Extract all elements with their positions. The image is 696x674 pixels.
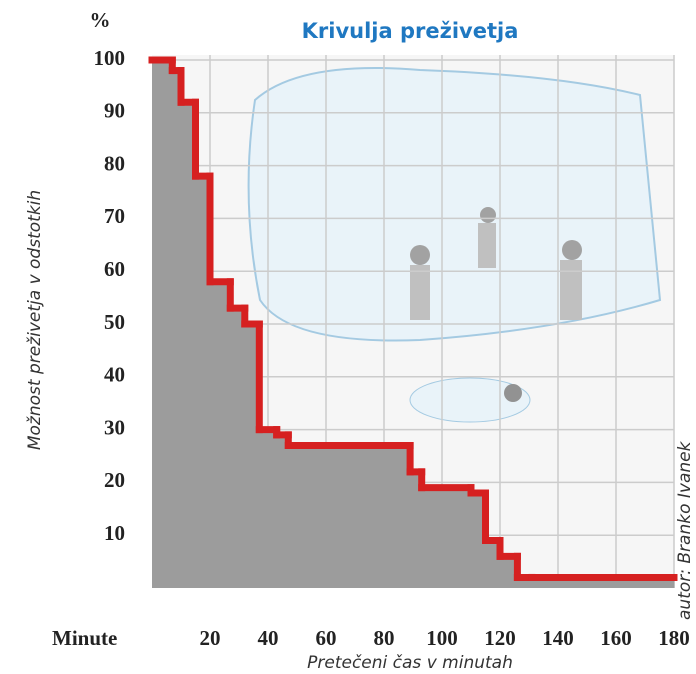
y-tick-label: 20 bbox=[104, 468, 125, 492]
x-tick-label: 100 bbox=[426, 626, 458, 650]
area-step bbox=[230, 308, 245, 588]
y-tick-label: 90 bbox=[104, 99, 125, 123]
y-tick-label: 30 bbox=[104, 415, 125, 439]
chart-title: Krivulja preživetja bbox=[302, 19, 519, 43]
x-tick-label: 60 bbox=[316, 626, 337, 650]
area-step bbox=[259, 430, 277, 588]
y-tick-label: 60 bbox=[104, 257, 125, 281]
y-tick-label: 70 bbox=[104, 204, 125, 228]
y-axis-label: Možnost preživetja v odstotkih bbox=[25, 190, 45, 450]
y-tick-label: 80 bbox=[104, 151, 125, 175]
y-tick-label: 40 bbox=[104, 363, 125, 387]
area-step bbox=[172, 71, 181, 588]
x-tick-label: 40 bbox=[258, 626, 279, 650]
x-tick-label: 140 bbox=[542, 626, 574, 650]
x-tick-label: 120 bbox=[484, 626, 516, 650]
x-tick-label: 180 bbox=[658, 626, 690, 650]
y-tick-label: 10 bbox=[104, 521, 125, 545]
area-step bbox=[288, 445, 410, 588]
y-tick-label: 100 bbox=[94, 46, 126, 70]
area-step bbox=[210, 282, 231, 588]
x-unit: Minute bbox=[52, 626, 117, 650]
credit: autor: Branko Ivanek bbox=[675, 440, 695, 620]
x-tick-label: 20 bbox=[200, 626, 221, 650]
area-step bbox=[152, 60, 173, 588]
area-step bbox=[422, 488, 472, 588]
x-axis-label: Pretečeni čas v minutah bbox=[307, 653, 513, 673]
x-tick-label: 80 bbox=[374, 626, 395, 650]
chart: % Krivulja preživetja Minute Pretečeni č… bbox=[0, 0, 696, 674]
area-step bbox=[277, 435, 289, 588]
x-tick-label: 160 bbox=[600, 626, 632, 650]
y-tick-label: 50 bbox=[104, 310, 125, 334]
y-unit: % bbox=[90, 8, 111, 32]
